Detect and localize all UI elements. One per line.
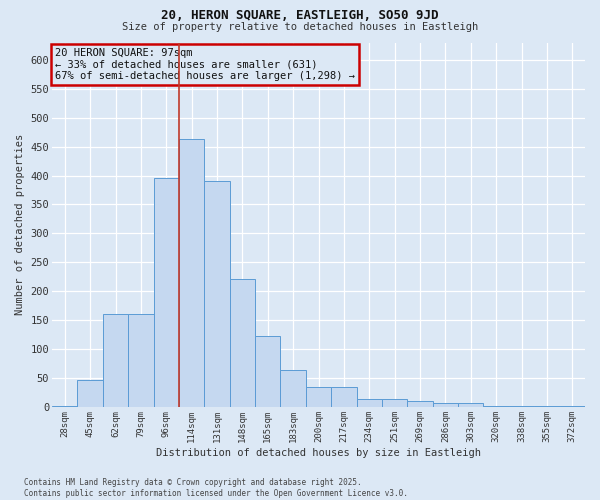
- Bar: [484, 406, 509, 407]
- Bar: [205, 182, 230, 407]
- Bar: [534, 406, 560, 407]
- Bar: [306, 386, 331, 407]
- Bar: [230, 278, 255, 407]
- Bar: [52, 406, 77, 407]
- Bar: [509, 406, 534, 407]
- X-axis label: Distribution of detached houses by size in Eastleigh: Distribution of detached houses by size …: [156, 448, 481, 458]
- Bar: [103, 314, 128, 407]
- Y-axis label: Number of detached properties: Number of detached properties: [15, 134, 25, 316]
- Bar: [407, 401, 433, 407]
- Text: Size of property relative to detached houses in Eastleigh: Size of property relative to detached ho…: [122, 22, 478, 32]
- Bar: [382, 399, 407, 407]
- Bar: [179, 139, 205, 407]
- Bar: [560, 406, 585, 407]
- Bar: [331, 386, 356, 407]
- Text: Contains HM Land Registry data © Crown copyright and database right 2025.
Contai: Contains HM Land Registry data © Crown c…: [24, 478, 408, 498]
- Text: 20, HERON SQUARE, EASTLEIGH, SO50 9JD: 20, HERON SQUARE, EASTLEIGH, SO50 9JD: [161, 9, 439, 22]
- Bar: [255, 336, 280, 407]
- Bar: [433, 404, 458, 407]
- Bar: [280, 370, 306, 407]
- Text: 20 HERON SQUARE: 97sqm
← 33% of detached houses are smaller (631)
67% of semi-de: 20 HERON SQUARE: 97sqm ← 33% of detached…: [55, 48, 355, 81]
- Bar: [77, 380, 103, 407]
- Bar: [154, 178, 179, 407]
- Bar: [128, 314, 154, 407]
- Bar: [458, 404, 484, 407]
- Bar: [356, 399, 382, 407]
